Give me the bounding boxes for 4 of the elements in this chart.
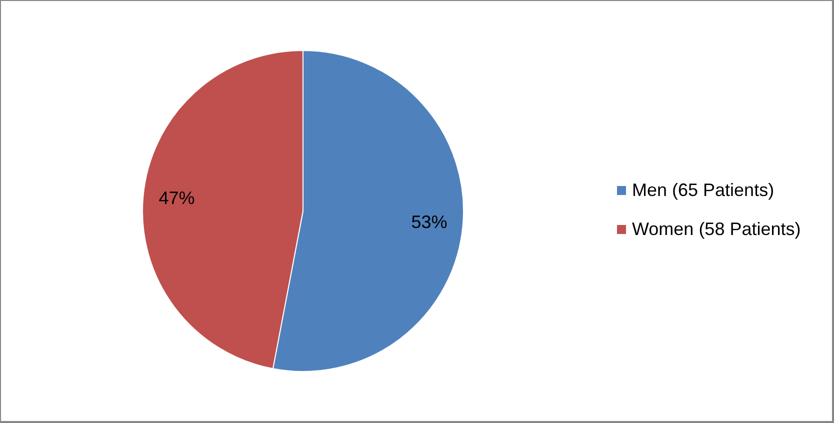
legend-label: Women (58 Patients) — [632, 219, 801, 239]
legend-label: Men (65 Patients) — [632, 180, 774, 200]
data-label: 53% — [411, 212, 448, 232]
data-label: 47% — [158, 188, 195, 208]
